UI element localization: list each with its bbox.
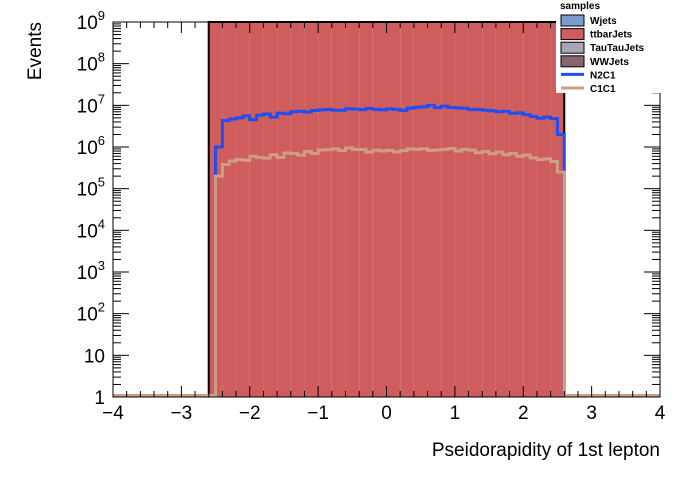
legend-label: N2C1: [590, 70, 616, 81]
bar-ttbarJets-bin-20: [482, 22, 496, 397]
bar-ttbarJets-bin-1: [222, 22, 237, 397]
legend-swatch-Wjets: [560, 14, 585, 27]
x-tick-label: −3: [171, 403, 193, 424]
bar-ttbarJets-bin-25: [550, 22, 565, 397]
legend: samples Wjets ttbarJets TauTauJets WWJets N2…: [556, 0, 662, 95]
y-tick-labels: 1 10 102 103 104 105 106 107 108 109: [77, 8, 105, 409]
legend-swatch-ttbarJets: [560, 28, 585, 41]
bar-ttbarJets-bin-15: [413, 22, 428, 397]
x-tick-label: 1: [450, 403, 461, 424]
x-tick-label: −4: [102, 403, 124, 424]
legend-swatch-TauTauJets: [560, 41, 585, 54]
x-tick-label: 3: [586, 403, 597, 424]
x-axis-title: Pseidorapidity of 1st lepton: [432, 440, 660, 461]
bar-ttbarJets-bin-21: [495, 22, 510, 397]
legend-label: Wjets: [590, 16, 617, 27]
line-C1C1: [113, 146, 660, 397]
bar-ttbarJets-bin-2: [236, 22, 250, 397]
y-axis-title: Events: [25, 22, 46, 80]
bar-ttbarJets-bin-9: [331, 22, 346, 397]
bar-ttbarJets-bin-17: [441, 22, 455, 397]
bar-ttbarJets-bin-13: [386, 22, 401, 397]
bar-ttbarJets-bin-11: [359, 22, 373, 397]
legend-label: ttbarJets: [590, 30, 633, 41]
y-tick-label: 10: [84, 346, 105, 367]
x-tick-label: 0: [381, 403, 392, 424]
bar-ttbarJets-bin-8: [318, 22, 332, 397]
y-tick-label: 108: [77, 50, 105, 76]
line-N2C1: [113, 103, 660, 397]
y-tick-label: 104: [77, 216, 105, 242]
x-tick-label: −1: [307, 403, 329, 424]
bar-ttbarJets-bin-5: [277, 22, 291, 397]
bar-ttbarJets-bin-10: [345, 22, 360, 397]
bar-ttbarJets-bin-19: [468, 22, 483, 397]
legend-label: C1C1: [590, 84, 616, 95]
y-tick-label: 109: [77, 8, 105, 34]
y-tick-label: 1: [94, 388, 105, 409]
bar-ttbarJets-bin-12: [372, 22, 387, 397]
bar-ttbarJets-bin-6: [290, 22, 305, 397]
bar-ttbarJets-bin-16: [427, 22, 442, 397]
x-tick-label: 4: [655, 403, 666, 424]
x-tick-label: −2: [239, 403, 261, 424]
y-tick-label: 105: [77, 175, 105, 201]
y-tick-label: 106: [77, 133, 105, 159]
overlay-line-layer: [113, 103, 660, 397]
legend-label: TauTauJets: [590, 43, 645, 54]
stacked-fill-layer: [207, 21, 566, 397]
x-tick-label: 2: [518, 403, 529, 424]
bar-ttbarJets-bin-4: [263, 22, 278, 397]
legend-swatch-WWJets: [560, 55, 585, 68]
bar-ttbarJets-bin-22: [509, 22, 524, 397]
bar-ttbarJets-bin-3: [249, 22, 264, 397]
bar-ttbarJets-bin-23: [523, 22, 537, 397]
bar-ttbarJets-bin-24: [536, 22, 551, 397]
x-tick-labels: −4 −3 −2 −1 0 1 2 3 4: [102, 403, 666, 424]
bar-ttbarJets-bin-14: [400, 22, 414, 397]
y-tick-label: 102: [77, 300, 105, 326]
y-tick-label: 107: [77, 91, 105, 117]
y-tick-label: 103: [77, 258, 105, 284]
legend-label: WWJets: [590, 57, 629, 68]
legend-title: samples: [560, 1, 600, 12]
bar-ttbarJets-bin-7: [304, 22, 319, 397]
bar-ttbarJets-bin-18: [454, 22, 469, 397]
